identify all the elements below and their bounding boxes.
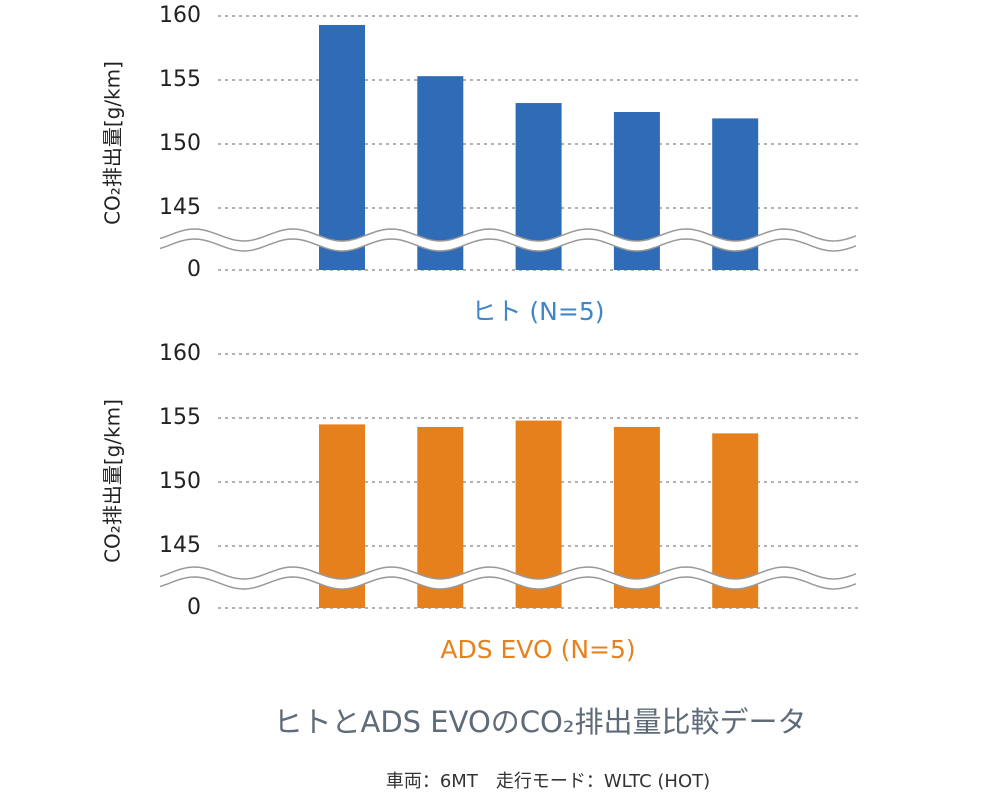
y-tick-label: 155 xyxy=(159,405,201,430)
y-tick-label: 0 xyxy=(187,595,201,620)
y-axis-label: CO₂排出量[g/km] xyxy=(101,399,125,563)
axis-break-line xyxy=(159,238,857,252)
y-tick-label: 145 xyxy=(159,533,201,558)
y-tick-label: 0 xyxy=(187,257,201,282)
chart: 0 145 150 155 160 CO₂排出量[g/km] ヒト (N=5) xyxy=(101,3,858,326)
chart: 0 145 150 155 160 CO₂排出量[g/km] ADS EVO (N=5) xyxy=(101,341,858,664)
x-axis-label: ADS EVO (N=5) xyxy=(440,635,635,664)
axis-break-line xyxy=(159,566,857,580)
axis-break-line xyxy=(159,576,857,590)
y-tick-label: 150 xyxy=(159,469,201,494)
axis-break-line xyxy=(159,228,857,242)
bar xyxy=(319,24,365,271)
y-tick-label: 150 xyxy=(159,131,201,156)
note: 車両：6MT 走行モード：WLTC (HOT) xyxy=(386,771,710,792)
y-tick-label: 145 xyxy=(159,195,201,220)
x-axis-label: ヒト (N=5) xyxy=(471,297,604,326)
y-tick-label: 160 xyxy=(159,341,201,366)
page-title: ヒトとADS EVOのCO₂排出量比較データ xyxy=(274,705,807,739)
axis-break-fill xyxy=(158,229,858,251)
axis-break-fill xyxy=(158,567,858,589)
y-tick-label: 160 xyxy=(159,3,201,28)
y-axis-label: CO₂排出量[g/km] xyxy=(101,61,125,225)
y-tick-label: 155 xyxy=(159,67,201,92)
